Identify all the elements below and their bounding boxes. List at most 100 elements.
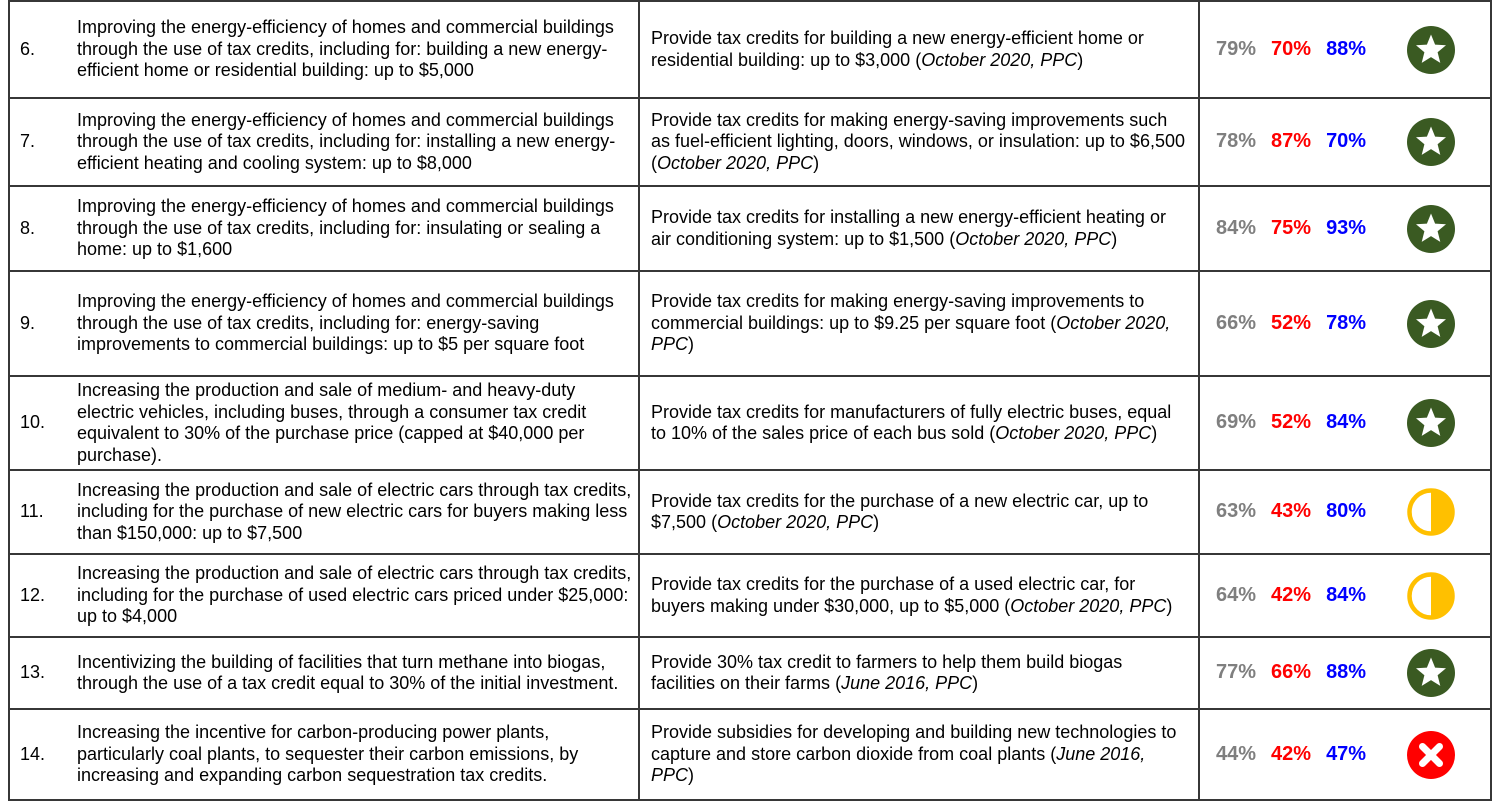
row-number: 7. — [20, 131, 36, 152]
survey-question: Provide 30% tax credit to farmers to hel… — [640, 638, 1200, 708]
policy-description: Improving the energy-efficiency of homes… — [68, 187, 640, 270]
survey-question-text: Provide tax credits for making energy-sa… — [651, 291, 1171, 355]
row-number: 11. — [20, 501, 44, 522]
survey-question: Provide subsidies for developing and bui… — [640, 710, 1200, 799]
percent-group: 63% 43% 80% — [1216, 501, 1366, 523]
percent-group: 84% 75% 93% — [1216, 216, 1367, 240]
pct-red: 87% — [1271, 130, 1312, 153]
survey-source: (October 2020, PPC) — [999, 595, 1173, 616]
pct-blue: 84% — [1326, 583, 1367, 606]
survey-question-text: Provide tax credits for making energy-sa… — [651, 109, 1185, 173]
survey-question-text: Provide tax credits for building a new e… — [651, 28, 1144, 70]
survey-source: (June 2016, PPC) — [651, 743, 1146, 786]
percent-group: 44% 42% 47% — [1216, 742, 1366, 766]
table-row: 7. Improving the energy-efficiency of ho… — [10, 99, 1490, 187]
pct-gray: 44% — [1216, 742, 1257, 765]
survey-source: (June 2016, PPC) — [830, 673, 979, 693]
pct-red: 52% — [1271, 311, 1312, 334]
policy-description: Increasing the production and sale of el… — [68, 471, 640, 553]
policy-description: Improving the energy-efficiency of homes… — [68, 272, 640, 375]
survey-question: Provide tax credits for the purchase of … — [640, 471, 1200, 553]
row-number: 14. — [20, 743, 46, 764]
star-badge-icon — [1407, 25, 1455, 74]
table-row: 11. Increasing the production and sale o… — [10, 471, 1490, 555]
policy-description: Improving the energy-efficiency of homes… — [68, 2, 640, 97]
pct-gray: 66% — [1216, 311, 1257, 334]
pct-red: 70% — [1271, 37, 1312, 60]
survey-question-text: Provide tax credits for manufacturers of… — [651, 401, 1172, 444]
row-number: 6. — [20, 38, 36, 59]
result-cell: 44% 42% 47% — [1200, 710, 1490, 799]
survey-question: Provide tax credits for building a new e… — [640, 2, 1200, 97]
pct-red: 66% — [1271, 661, 1312, 684]
survey-source: (October 2020, PPC) — [984, 423, 1158, 443]
table-row: 9. Improving the energy-efficiency of ho… — [10, 272, 1490, 377]
star-badge-icon — [1407, 649, 1455, 697]
table-row: 6. Improving the energy-efficiency of ho… — [10, 2, 1490, 99]
pct-gray: 63% — [1216, 500, 1257, 523]
pct-red: 42% — [1271, 583, 1312, 606]
policy-description-text: Increasing the production and sale of el… — [77, 479, 632, 543]
half-circle-icon — [1407, 488, 1455, 536]
survey-question: Provide tax credits for making energy-sa… — [640, 272, 1200, 375]
row-number: 8. — [20, 217, 36, 238]
result-cell: 64% 42% 84% — [1200, 555, 1490, 636]
percent-group: 79% 70% 88% — [1216, 37, 1367, 61]
pct-red: 75% — [1271, 216, 1312, 239]
pct-gray: 69% — [1216, 411, 1257, 434]
survey-source: (October 2020, PPC) — [910, 49, 1084, 70]
survey-question-text: Provide tax credits for installing a new… — [651, 207, 1166, 249]
table-row: 14. Increasing the incentive for carbon-… — [10, 710, 1490, 799]
pct-blue: 88% — [1326, 661, 1367, 684]
percent-group: 64% 42% 84% — [1216, 583, 1367, 607]
percent-group: 78% 87% 70% — [1216, 131, 1366, 153]
table-row: 12. Increasing the production and sale o… — [10, 555, 1490, 638]
pct-red: 43% — [1271, 500, 1312, 523]
survey-question: Provide tax credits for manufacturers of… — [640, 377, 1200, 469]
x-circle-icon — [1407, 730, 1455, 779]
survey-source: (October 2020, PPC) — [706, 512, 880, 532]
pct-blue: 88% — [1326, 37, 1367, 60]
percent-group: 69% 52% 84% — [1216, 412, 1366, 434]
survey-question-text: Provide subsidies for developing and bui… — [651, 722, 1177, 786]
pct-gray: 84% — [1216, 216, 1257, 239]
policy-description: Increasing the production and sale of me… — [68, 377, 640, 469]
survey-question: Provide tax credits for installing a new… — [640, 187, 1200, 270]
row-number: 10. — [20, 412, 46, 433]
policy-description-text: Increasing the production and sale of el… — [77, 563, 632, 627]
result-cell: 66% 52% 78% — [1200, 272, 1490, 375]
policy-description: Improving the energy-efficiency of homes… — [68, 99, 640, 185]
pct-red: 52% — [1271, 411, 1312, 434]
pct-gray: 79% — [1216, 37, 1257, 60]
half-circle-icon — [1407, 571, 1455, 620]
row-number: 9. — [20, 312, 36, 333]
result-cell: 69% 52% 84% — [1200, 377, 1490, 469]
survey-question-text: Provide tax credits for the purchase of … — [651, 574, 1173, 616]
survey-question-text: Provide 30% tax credit to farmers to hel… — [651, 651, 1123, 694]
star-badge-icon — [1407, 299, 1455, 348]
pct-gray: 77% — [1216, 661, 1257, 684]
star-badge-icon — [1407, 399, 1455, 447]
survey-question: Provide tax credits for the purchase of … — [640, 555, 1200, 636]
survey-question-text: Provide tax credits for the purchase of … — [651, 490, 1149, 533]
policy-description-text: Incentivizing the building of facilities… — [77, 651, 619, 694]
table-row: 8. Improving the energy-efficiency of ho… — [10, 187, 1490, 272]
policy-description-text: Increasing the production and sale of me… — [77, 380, 587, 465]
pct-blue: 84% — [1326, 411, 1367, 434]
pct-blue: 80% — [1326, 500, 1367, 523]
policy-description: Increasing the incentive for carbon-prod… — [68, 710, 640, 799]
policy-description-text: Increasing the incentive for carbon-prod… — [77, 722, 579, 786]
survey-source: (October 2020, PPC) — [944, 228, 1118, 249]
survey-question: Provide tax credits for making energy-sa… — [640, 99, 1200, 185]
pct-red: 42% — [1271, 742, 1312, 765]
row-number: 13. — [20, 662, 46, 683]
table-row: 10. Increasing the production and sale o… — [10, 377, 1490, 471]
policy-description: Increasing the production and sale of el… — [68, 555, 640, 636]
survey-source: (October 2020, PPC) — [651, 312, 1171, 355]
star-badge-icon — [1407, 118, 1455, 166]
policy-description-text: Improving the energy-efficiency of homes… — [77, 17, 614, 81]
pct-gray: 78% — [1216, 130, 1257, 153]
pct-blue: 93% — [1326, 216, 1367, 239]
policy-description-text: Improving the energy-efficiency of homes… — [77, 196, 614, 260]
pct-blue: 78% — [1326, 311, 1367, 334]
